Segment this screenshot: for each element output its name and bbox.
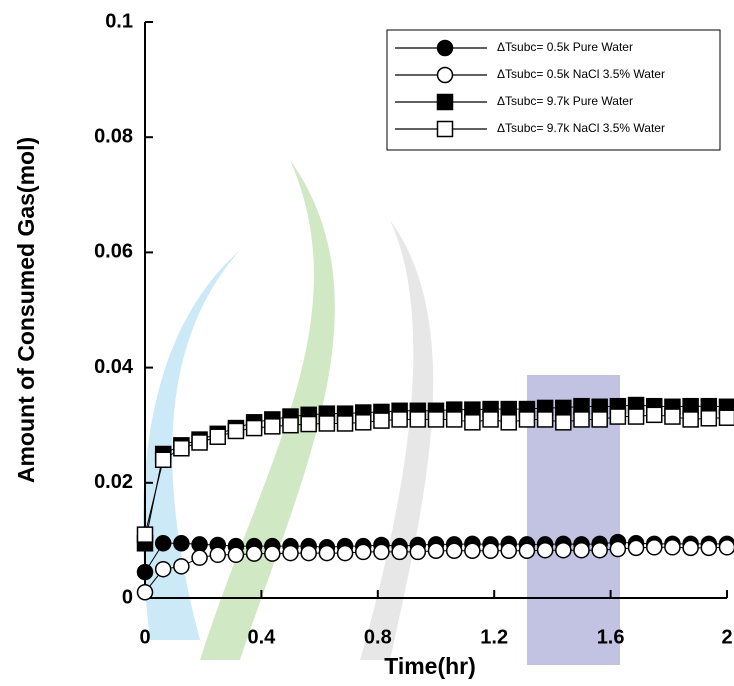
marker [436, 93, 454, 111]
marker [355, 543, 372, 561]
marker [664, 408, 681, 425]
marker [191, 434, 208, 451]
marker [627, 408, 645, 425]
marker [609, 540, 627, 558]
marker [209, 428, 226, 445]
marker [336, 415, 354, 432]
marker [154, 451, 172, 469]
marker [464, 542, 481, 560]
marker [573, 541, 590, 559]
y-tick-label: 0 [122, 586, 133, 608]
marker [300, 415, 317, 433]
marker [245, 419, 263, 437]
marker [609, 408, 627, 425]
y-tick-label: 0.06 [94, 241, 133, 263]
marker [436, 66, 454, 84]
marker [264, 545, 281, 562]
marker [718, 409, 734, 426]
y-axis-label: Amount of Consumed Gas(mol) [13, 137, 39, 483]
marker [136, 563, 154, 581]
marker [500, 414, 517, 431]
x-tick-label: 0.8 [364, 626, 392, 648]
legend-label: ΔTsubc= 0.5k Pure Water [497, 40, 633, 54]
marker [209, 546, 226, 564]
marker [391, 411, 408, 428]
marker [373, 412, 390, 429]
marker [500, 542, 517, 560]
marker [318, 544, 336, 562]
y-tick-label: 0.02 [94, 471, 133, 493]
marker [718, 539, 734, 556]
marker [627, 539, 645, 557]
marker [482, 411, 499, 428]
y-tick-label: 0.04 [94, 356, 134, 378]
marker [173, 558, 190, 575]
marker [245, 545, 263, 562]
marker [555, 414, 572, 431]
marker [436, 120, 454, 138]
x-axis-label: Time(hr) [384, 653, 476, 679]
marker [445, 411, 463, 428]
marker [318, 415, 336, 432]
y-tick-label: 0.1 [105, 10, 133, 32]
marker [700, 410, 718, 427]
marker [427, 542, 445, 560]
marker [464, 414, 481, 431]
x-tick-label: 0.4 [247, 626, 276, 648]
marker [227, 546, 245, 564]
marker [591, 411, 608, 428]
marker [482, 542, 499, 560]
marker [227, 422, 245, 440]
marker [300, 544, 317, 562]
x-tick-label: 0 [139, 626, 150, 648]
marker [409, 411, 427, 428]
marker [445, 542, 463, 560]
marker [427, 411, 445, 428]
x-tick-label: 2 [721, 626, 732, 648]
marker [682, 539, 699, 557]
marker [282, 544, 299, 562]
marker [391, 543, 408, 561]
marker [536, 541, 554, 559]
marker [409, 543, 427, 561]
marker [136, 583, 154, 601]
x-tick-label: 1.6 [597, 626, 625, 648]
legend-label: ΔTsubc= 9.7k NaCl 3.5% Water [497, 121, 665, 135]
marker [154, 535, 172, 552]
marker [336, 544, 354, 562]
marker [136, 526, 154, 543]
marker [536, 411, 554, 428]
marker [700, 539, 718, 557]
marker [282, 416, 299, 434]
marker [355, 414, 372, 431]
marker [373, 543, 390, 561]
marker [646, 406, 663, 424]
marker [591, 541, 608, 559]
marker [518, 411, 536, 428]
marker [555, 399, 572, 417]
marker [682, 411, 699, 428]
marker [664, 539, 681, 556]
marker [154, 560, 172, 578]
marker [191, 549, 208, 566]
marker [173, 439, 190, 457]
marker [555, 541, 572, 559]
legend-label: ΔTsubc= 9.7k Pure Water [497, 94, 633, 108]
marker [436, 39, 454, 57]
marker [173, 535, 190, 552]
marker [518, 542, 536, 560]
marker [264, 418, 281, 435]
x-tick-label: 1.2 [480, 626, 508, 648]
marker [573, 411, 590, 428]
legend-label: ΔTsubc= 0.5k NaCl 3.5% Water [497, 67, 665, 81]
marker [646, 539, 663, 556]
y-tick-label: 0.08 [94, 125, 133, 147]
